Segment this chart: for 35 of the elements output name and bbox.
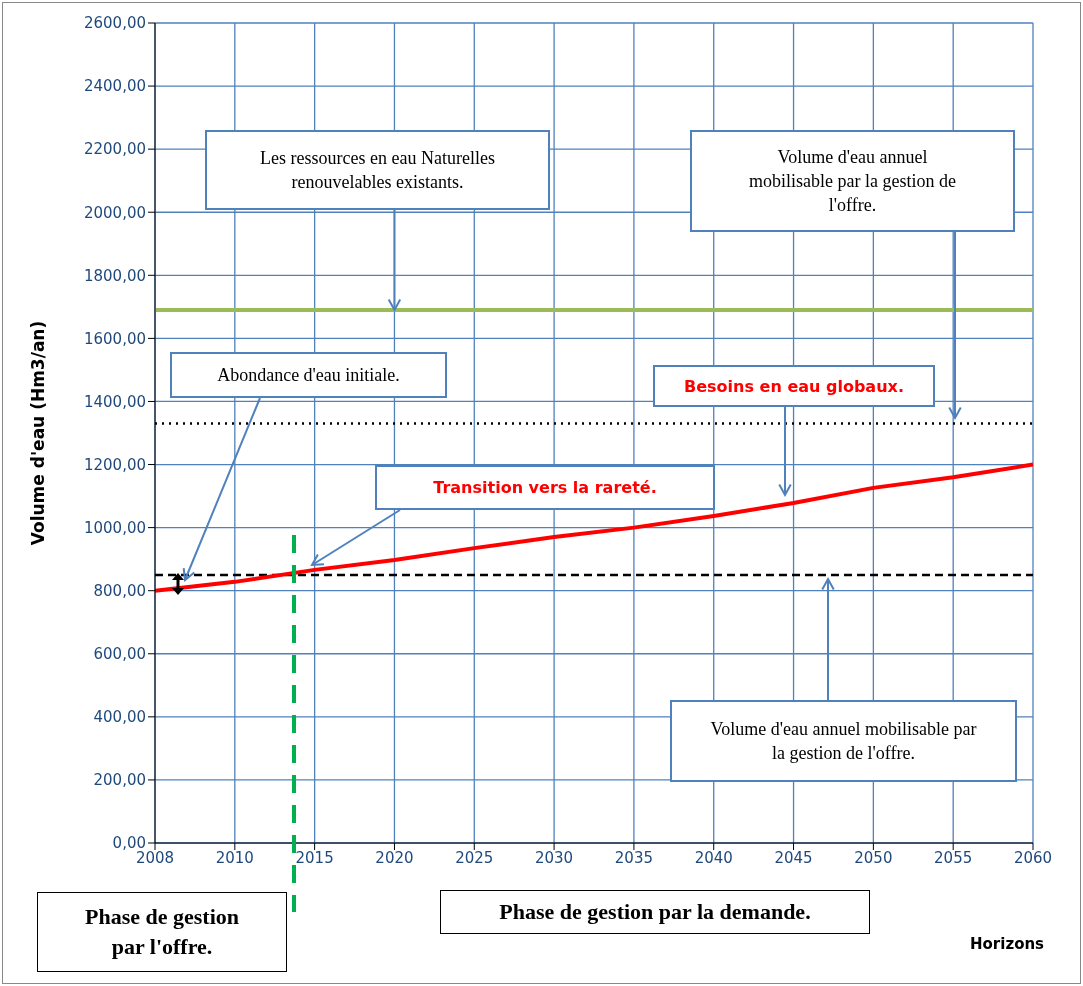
y-tick-label: 600,00 bbox=[93, 645, 146, 664]
y-tick-label: 800,00 bbox=[93, 582, 146, 601]
x-tick-label: 2040 bbox=[694, 848, 733, 867]
y-tick-label: 200,00 bbox=[93, 771, 146, 790]
y-tick-label: 400,00 bbox=[93, 708, 146, 727]
line-series bbox=[155, 462, 1033, 593]
x-tick-label: 2015 bbox=[295, 848, 334, 867]
x-tick-label: 2010 bbox=[215, 848, 254, 867]
callout-box: Volume d'eau annuel mobilisable par la gestion de l'offre. bbox=[690, 130, 1015, 232]
callout-box: Abondance d'eau initiale. bbox=[170, 352, 447, 398]
y-tick-label: 2200,00 bbox=[83, 140, 146, 159]
x-tick-label: 2060 bbox=[1013, 848, 1053, 867]
x-tick-label: 2020 bbox=[375, 848, 414, 867]
y-tick-label: 1000,00 bbox=[83, 518, 146, 537]
callout-box: Transition vers la rareté. bbox=[375, 465, 715, 510]
y-tick-label: 1400,00 bbox=[83, 392, 146, 411]
y-tick-label: 2000,00 bbox=[83, 203, 146, 222]
y-tick-label: 2400,00 bbox=[83, 77, 146, 96]
x-tick-label: 2055 bbox=[934, 848, 973, 867]
x-tick-label: 2045 bbox=[774, 848, 813, 867]
y-axis-title: Volume d'eau (Hm3/an) bbox=[28, 320, 48, 546]
y-tick-label: 2600,00 bbox=[83, 14, 146, 33]
y-tick-label: 1800,00 bbox=[83, 266, 146, 285]
callout-box: Les ressources en eau Naturelles renouvelables existants. bbox=[205, 130, 550, 210]
x-tick-label: 2030 bbox=[535, 848, 574, 867]
callout-box: Phase de gestion par la demande. bbox=[440, 890, 870, 934]
callout-box: Volume d'eau annuel mobilisable par la gestion de l'offre. bbox=[670, 700, 1017, 782]
callout-box: Besoins en eau globaux. bbox=[653, 365, 935, 407]
x-tick-label: 2050 bbox=[854, 848, 893, 867]
callout-box: Phase de gestion par l'offre. bbox=[37, 892, 287, 972]
x-tick-label: 2035 bbox=[614, 848, 653, 867]
y-tick-label: 1600,00 bbox=[83, 329, 146, 348]
y-tick-label: 1200,00 bbox=[83, 455, 146, 474]
x-axis-title: Horizons bbox=[970, 935, 1045, 953]
x-tick-label: 2025 bbox=[455, 848, 494, 867]
